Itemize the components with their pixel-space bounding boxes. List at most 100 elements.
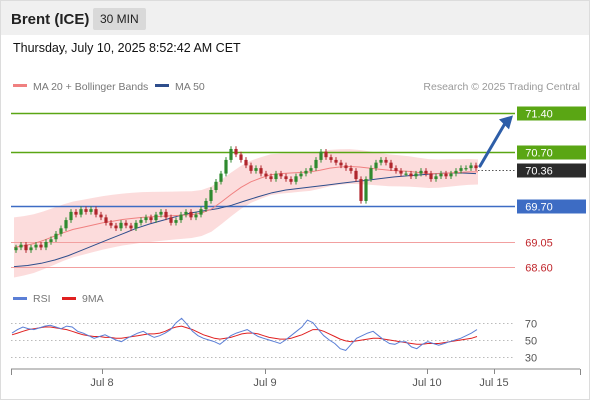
candle-body xyxy=(339,162,343,166)
candle-body xyxy=(439,173,443,177)
x-tick-label: Jul 15 xyxy=(479,377,508,389)
candle-body xyxy=(124,222,128,226)
candle-body xyxy=(344,165,348,169)
candle-body xyxy=(99,214,103,218)
legend-9ma-label: 9MA xyxy=(82,293,104,305)
candle-body xyxy=(94,209,98,215)
candle-body xyxy=(254,168,258,171)
candle-body xyxy=(409,173,413,177)
level-tag-69.70 xyxy=(517,199,586,214)
forecast-arrow-shaft xyxy=(478,121,507,168)
rsi-line xyxy=(11,317,478,351)
candle-body xyxy=(319,151,323,160)
candle-body xyxy=(364,179,368,201)
candle-body xyxy=(334,159,338,163)
level-tag-text-70.70: 70.70 xyxy=(525,148,553,160)
level-tag-text-71.40: 71.40 xyxy=(525,109,553,121)
candle-body xyxy=(214,181,218,190)
x-tick-label: Jul 9 xyxy=(253,377,276,389)
candle-body xyxy=(14,247,18,251)
candle-body xyxy=(109,222,113,226)
candle-body xyxy=(74,211,78,215)
legend-rsi-label: RSI xyxy=(33,293,51,305)
rsi-tick-50: 50 xyxy=(525,336,537,348)
candle-body xyxy=(474,165,478,169)
candle-body xyxy=(34,244,38,248)
candle-body xyxy=(369,168,373,180)
candle-body xyxy=(349,168,353,171)
level-tag-71.40 xyxy=(517,106,586,121)
forecast-arrow-head xyxy=(499,115,513,130)
candle-body xyxy=(234,148,238,155)
candle-body xyxy=(244,159,248,166)
candle-body xyxy=(264,173,268,177)
level-label-69.05: 69.05 xyxy=(525,238,553,250)
candle-body xyxy=(79,209,83,215)
candle-body xyxy=(164,211,168,218)
level-label-68.60: 68.60 xyxy=(525,263,553,275)
candle-body xyxy=(54,233,58,240)
rsi-plot: 70 50 30 xyxy=(11,317,537,365)
candle-body xyxy=(464,168,468,170)
candle-body xyxy=(444,173,448,177)
candle-body xyxy=(454,170,458,174)
candle-body xyxy=(139,220,143,223)
candle-body xyxy=(404,173,408,175)
candle-body xyxy=(89,209,93,212)
legend-ma20-swatch xyxy=(13,84,27,87)
candle-body xyxy=(419,170,423,174)
candle-body xyxy=(154,214,158,221)
x-axis: Jul 8 Jul 9 Jul 10 Jul 15 xyxy=(11,369,581,389)
candle-body xyxy=(189,211,193,218)
legend-ma50-swatch xyxy=(155,84,169,87)
x-tick-label: Jul 10 xyxy=(412,377,441,389)
candle-body xyxy=(389,162,393,169)
candle-body xyxy=(294,176,298,182)
candle-body xyxy=(269,176,273,180)
candle-body xyxy=(144,217,148,221)
candle-body xyxy=(39,244,43,248)
candle-body xyxy=(429,173,433,180)
candle-body xyxy=(229,148,233,160)
candle-body xyxy=(459,168,463,171)
rsi-tick-30: 30 xyxy=(525,353,537,365)
candle-body xyxy=(184,211,188,215)
candle-body xyxy=(379,159,383,163)
candle-body xyxy=(259,168,263,174)
candle-body xyxy=(359,179,363,201)
candle-body xyxy=(29,247,33,251)
candle-body xyxy=(204,200,208,210)
candle-body xyxy=(279,173,283,177)
candle-body xyxy=(129,225,133,229)
candle-body xyxy=(114,225,118,229)
candle-body xyxy=(84,209,88,212)
candle-body xyxy=(384,159,388,163)
candle-body xyxy=(354,170,358,180)
candle-body xyxy=(249,165,253,171)
candle-body xyxy=(424,170,428,174)
candle-body xyxy=(134,222,138,229)
legend-ma50-label: MA 50 xyxy=(175,81,205,93)
candle-body xyxy=(289,179,293,182)
ma50-line xyxy=(13,172,477,268)
legend-9ma-swatch xyxy=(62,297,76,300)
candle-body xyxy=(64,220,68,229)
legend-rsi-swatch xyxy=(13,297,27,300)
legend-ma20-label: MA 20 + Bollinger Bands xyxy=(33,81,148,93)
candle-body xyxy=(199,209,203,215)
candle-body xyxy=(449,173,453,177)
widget-header: Brent (ICE) 30 MIN xyxy=(1,1,589,35)
interval-badge[interactable]: 30 MIN xyxy=(93,8,146,30)
copyright: Research © 2025 Trading Central xyxy=(423,81,580,93)
candle-body xyxy=(209,190,213,201)
candle-body xyxy=(374,162,378,169)
candle-body xyxy=(104,217,108,223)
level-tag-text-69.70: 69.70 xyxy=(525,202,553,214)
candle-body xyxy=(324,151,328,158)
candle-body xyxy=(169,217,173,223)
candle-body xyxy=(194,214,198,218)
candle-body xyxy=(19,244,23,248)
candle-body xyxy=(149,217,153,221)
candle-body xyxy=(329,157,333,160)
